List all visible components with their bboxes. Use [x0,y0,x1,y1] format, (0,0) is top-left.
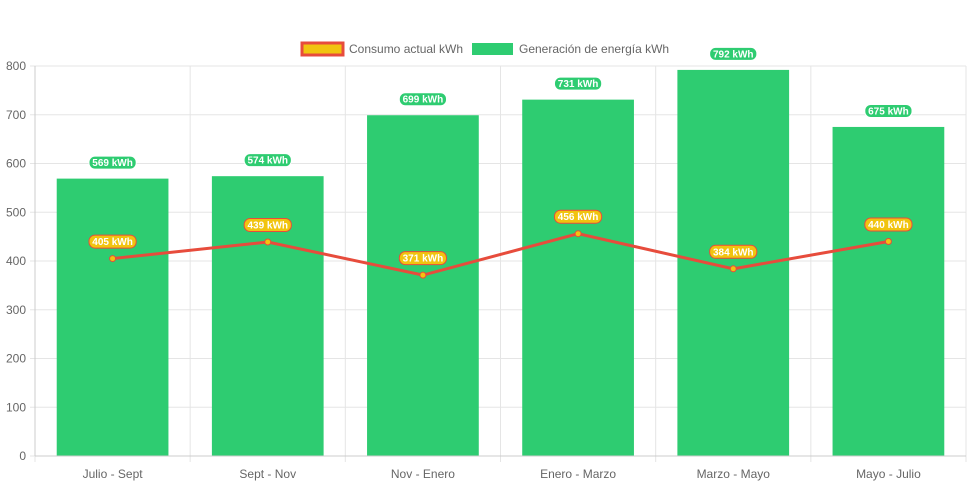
bar-data-label-background [398,92,448,107]
bar-data-label-background [553,76,603,91]
line-point[interactable] [884,238,892,245]
y-tick-label: 100 [6,400,26,414]
bar-data-label-background [88,155,137,170]
line-point[interactable] [419,271,427,279]
line-data-label-background [553,209,603,224]
y-tick-label: 200 [6,352,26,366]
y-tick-label: 500 [6,205,26,219]
y-tick-label: 600 [6,157,26,171]
axes: 0 100 200 300 400 500 600 700 800 Julio - Sept Sep… [6,59,966,481]
data-labels: 569 kWh 574 kWh 699 kWh 731 kWh 792 kWh 675 k… [88,46,913,266]
bar[interactable] [367,115,479,457]
line-data-label: 439 kWh [247,220,288,231]
legend: Consumo actual kWh Generación de energía… [300,41,669,57]
bar-data-label-background [864,103,913,118]
y-tick-label: 800 [6,59,26,73]
x-tick-label: Enero - Marzo [540,467,616,481]
line-data-label: 405 kWh [92,237,133,248]
bar-data-label-background [243,153,292,168]
line-data-label: 456 kWh [558,212,599,223]
line-point[interactable] [264,238,272,246]
bar-data-label: 731 kWh [558,79,599,90]
legend-swatch-consumo[interactable] [300,41,345,57]
line-series [109,230,892,279]
bar[interactable] [832,126,945,456]
bar-data-label: 792 kWh [713,49,754,60]
legend-swatch-generacion[interactable] [472,43,513,55]
grid [30,65,967,462]
line-data-label: 371 kWh [403,254,444,265]
legend-label-generacion[interactable]: Generación de energía kWh [519,42,669,56]
y-tick-label: 700 [6,108,26,122]
line-data-label-background [243,217,292,232]
bar-data-label: 675 kWh [868,106,909,117]
line-data-label-background [709,244,758,259]
bar-data-label: 699 kWh [403,95,444,106]
x-tick-label: Marzo - Mayo [697,467,771,481]
line-data-label-background [88,234,137,249]
bar-data-label: 574 kWh [247,156,288,167]
x-tick-label: Mayo - Julio [856,467,921,481]
y-tick-label: 300 [6,303,26,317]
line-data-label-background [864,217,913,232]
line-point[interactable] [109,255,117,263]
bar[interactable] [522,99,634,456]
bar-data-label: 569 kWh [92,158,133,169]
y-tick-label: 400 [6,254,26,268]
line-data-label: 440 kWh [868,220,909,231]
x-tick-label: Julio - Sept [83,467,144,481]
x-tick-label: Sept - Nov [239,467,296,481]
bar-data-label-background [709,46,758,61]
line-point[interactable] [574,230,582,238]
consumo-line [112,232,889,277]
y-tick-label: 0 [19,449,26,463]
line-data-label: 384 kWh [713,247,754,258]
legend-label-consumo[interactable]: Consumo actual kWh [349,42,463,56]
line-data-label-background [398,251,448,266]
line-point[interactable] [729,265,737,273]
bar[interactable] [56,178,169,457]
x-tick-label: Nov - Enero [391,467,455,481]
